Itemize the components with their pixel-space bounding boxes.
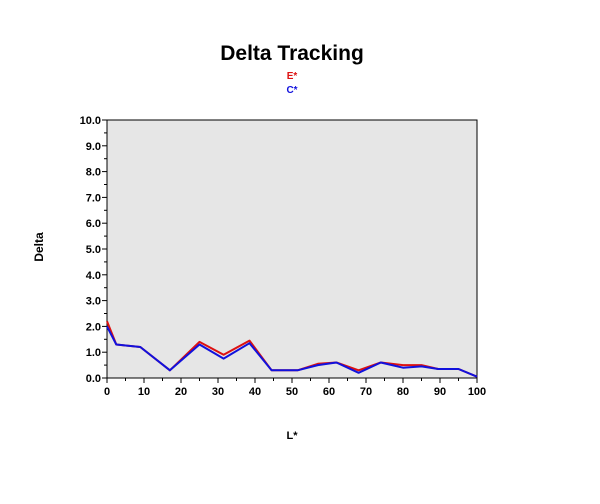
y-tick-label: 0.0 — [86, 373, 101, 385]
x-tick-label: 100 — [468, 386, 486, 398]
legend-entry-c: C* — [286, 85, 298, 96]
x-tick-label: 50 — [286, 386, 298, 398]
x-tick-label: 30 — [212, 386, 224, 398]
x-tick-label: 0 — [104, 386, 110, 398]
y-tick-label: 2.0 — [86, 321, 101, 333]
y-axis-label: Delta — [32, 232, 46, 262]
y-tick-label: 4.0 — [86, 270, 101, 282]
y-tick-label: 10.0 — [80, 115, 101, 127]
series-layer — [106, 320, 478, 378]
x-tick-label: 40 — [249, 386, 261, 398]
y-tick-label: 9.0 — [86, 141, 101, 153]
chart-title: Delta Tracking — [220, 42, 364, 65]
y-tick-label: 8.0 — [86, 167, 101, 179]
y-tick-label: 3.0 — [86, 296, 101, 308]
plot-area — [106, 119, 478, 379]
x-axis: 0 10 20 30 40 50 60 70 80 90 100 — [104, 378, 486, 398]
y-tick-label: 1.0 — [86, 347, 101, 359]
y-axis: 0.0 1.0 2.0 3.0 4.0 5.0 6.0 7.0 8.0 9.0 10.0 — [80, 115, 107, 385]
x-axis-label: L* — [286, 430, 298, 442]
x-tick-label: 10 — [138, 386, 150, 398]
series-line-c — [106, 325, 478, 378]
legend-entry-e: E* — [286, 71, 298, 82]
x-tick-label: 90 — [434, 386, 446, 398]
x-tick-label: 70 — [360, 386, 372, 398]
y-tick-label: 6.0 — [86, 218, 101, 230]
x-tick-label: 60 — [323, 386, 335, 398]
y-tick-label: 5.0 — [86, 244, 101, 256]
x-tick-label: 80 — [397, 386, 409, 398]
x-tick-label: 20 — [175, 386, 187, 398]
y-tick-label: 7.0 — [86, 192, 101, 204]
